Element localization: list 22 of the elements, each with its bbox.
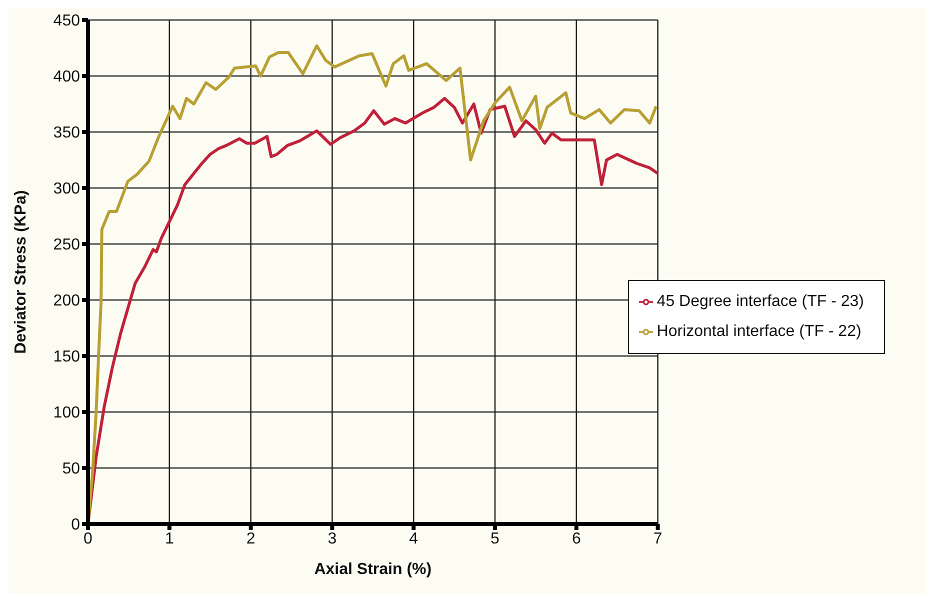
y-tick-label: 0	[71, 516, 80, 534]
legend-label: Horizontal interface (TF - 22)	[656, 323, 862, 340]
legend-label: 45 Degree interface (TF - 23)	[656, 293, 864, 310]
x-tick-label: 5	[490, 530, 500, 548]
y-tick-label: 50	[62, 460, 80, 478]
y-tick-label: 400	[53, 68, 80, 86]
y-tick-label: 300	[53, 180, 80, 198]
y-tick-label: 450	[53, 12, 80, 30]
y-axis-title: Deviator Stress (KPa)	[12, 190, 30, 354]
x-tick-label: 2	[246, 530, 256, 548]
x-tick-label: 0	[84, 530, 93, 548]
y-tick-label: 350	[53, 124, 80, 142]
x-tick-label: 1	[164, 530, 174, 548]
y-tick-label: 100	[53, 404, 80, 422]
x-tick-label: 3	[328, 530, 337, 548]
x-tick-label: 6	[572, 530, 581, 548]
x-axis-title: Axial Strain (%)	[314, 561, 432, 578]
y-tick-label: 250	[53, 236, 80, 254]
x-tick-label: 4	[409, 530, 418, 548]
x-tick-label: 7	[653, 530, 662, 548]
y-tick-label: 200	[53, 292, 80, 310]
y-tick-label: 150	[53, 348, 80, 366]
